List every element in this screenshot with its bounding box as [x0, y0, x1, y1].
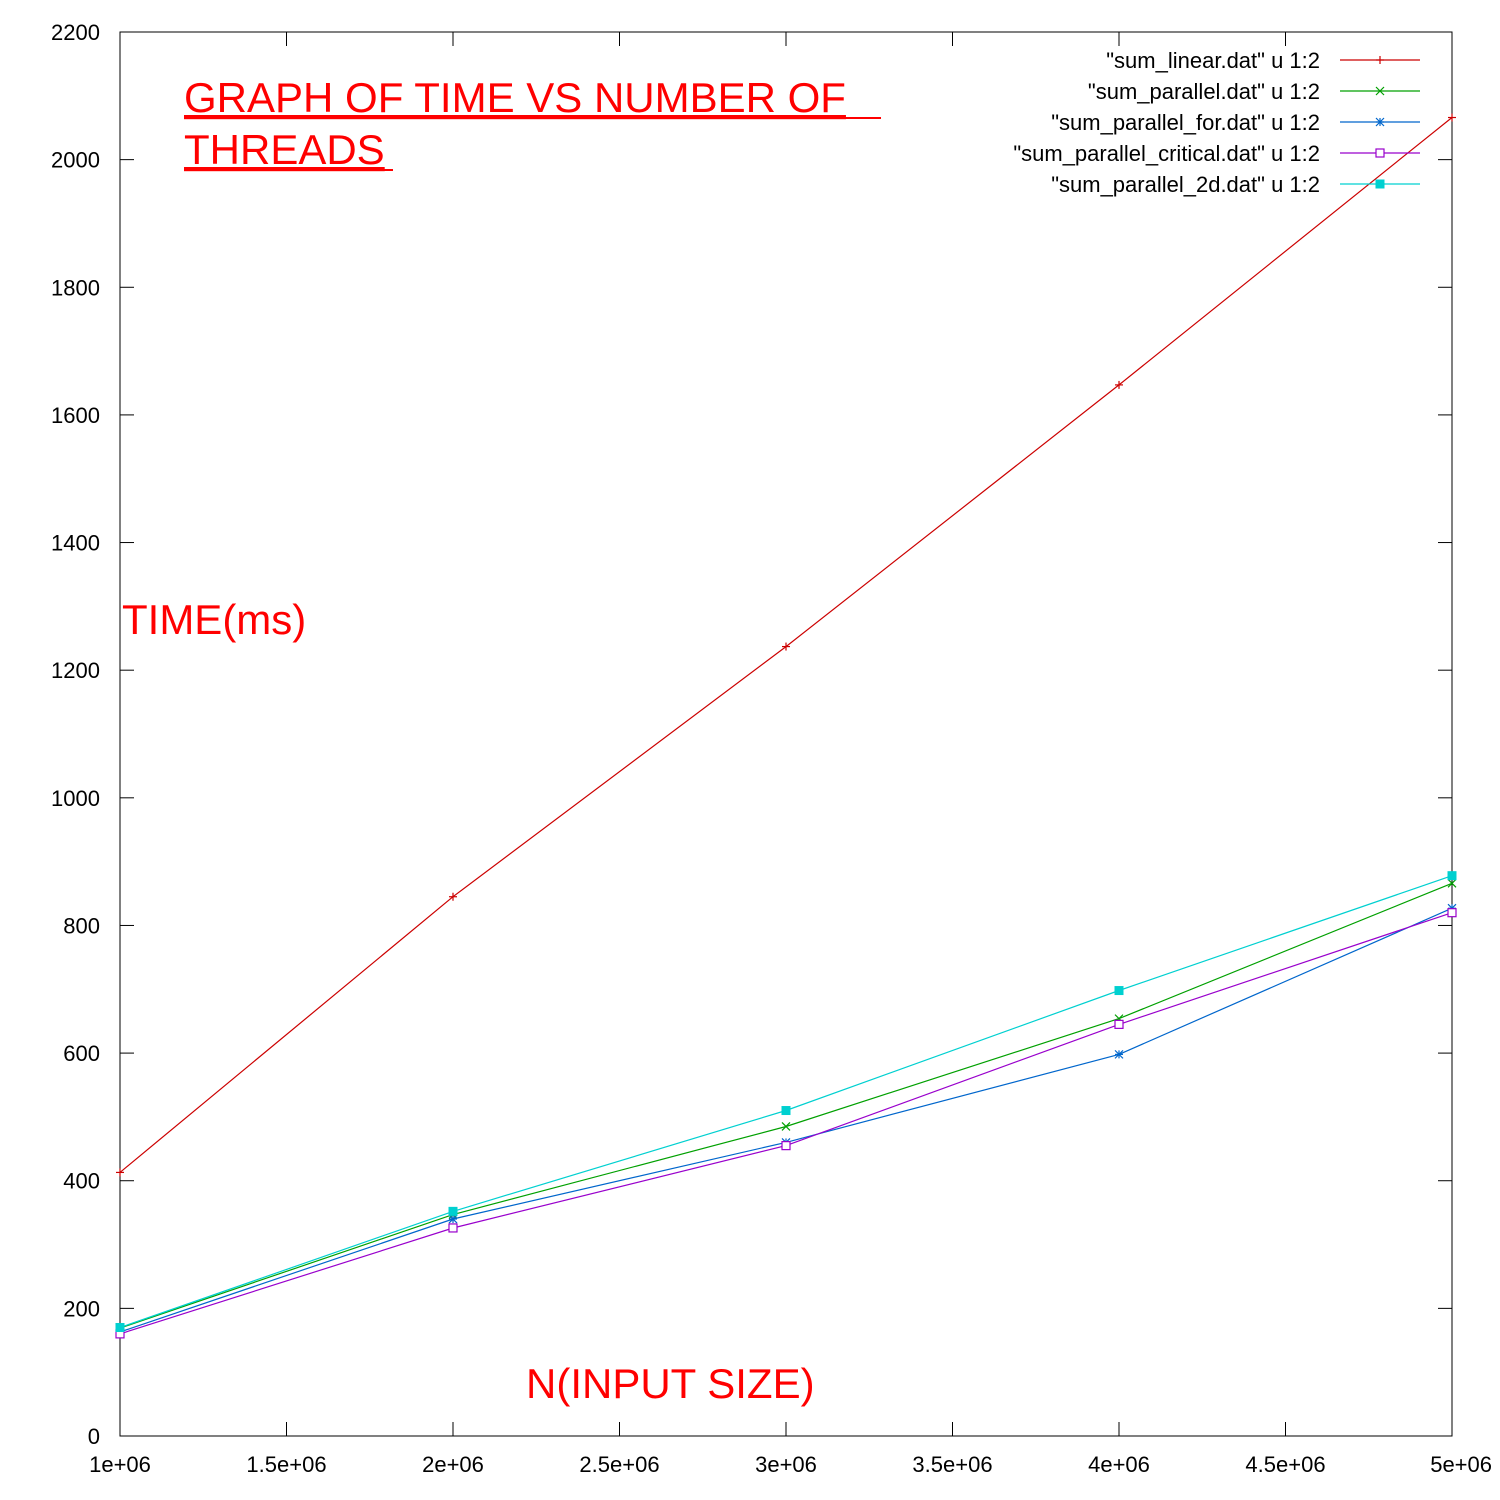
- series-line: [119, 912, 1453, 1335]
- marker-square: [1114, 986, 1124, 996]
- data-point-marker: [1375, 148, 1385, 158]
- marker-stroke: [448, 1214, 458, 1224]
- data-point-marker: [1114, 1049, 1124, 1059]
- series-line: [119, 882, 1453, 1329]
- data-point-marker: [781, 1106, 791, 1116]
- y-axis-label: TIME(ms): [122, 596, 306, 643]
- data-point-marker: [116, 1168, 124, 1177]
- series-1: [115, 878, 1457, 1333]
- marker-square: [448, 1223, 458, 1233]
- series-4: [115, 871, 1457, 1333]
- series-layer: [115, 113, 1457, 1339]
- legend-label: "sum_parallel_critical.dat" u 1:2: [1013, 141, 1320, 166]
- data-point-marker: [1115, 380, 1123, 389]
- data-point-marker: [1448, 113, 1456, 122]
- marker-square: [448, 1206, 458, 1216]
- x-tick-label: 2.5e+06: [579, 1452, 659, 1477]
- series-0: [116, 113, 1456, 1177]
- x-tick-label: 3.5e+06: [912, 1452, 992, 1477]
- x-tick-label: 4e+06: [1088, 1452, 1150, 1477]
- y-tick-label: 600: [63, 1041, 100, 1066]
- data-point-marker: [781, 1141, 791, 1151]
- data-point-marker: [781, 1122, 791, 1131]
- y-tick-label: 800: [63, 913, 100, 938]
- series-line: [119, 907, 1453, 1333]
- marker-square: [1375, 148, 1385, 158]
- chart-title-line-2: THREADS: [184, 126, 385, 173]
- x-tick-label: 5e+06: [1430, 1452, 1492, 1477]
- marker-square: [1375, 179, 1385, 189]
- marker-stroke: [1375, 117, 1385, 127]
- data-point-marker: [1376, 56, 1384, 64]
- y-tick-label: 1200: [51, 658, 100, 683]
- y-tick-label: 1600: [51, 403, 100, 428]
- x-tick-label: 1e+06: [89, 1452, 151, 1477]
- x-axis-label: N(INPUT SIZE): [526, 1360, 815, 1407]
- x-tick-label: 4.5e+06: [1245, 1452, 1325, 1477]
- y-tick-label: 0: [88, 1424, 100, 1449]
- data-point-marker: [1375, 179, 1385, 189]
- data-point-marker: [115, 1323, 125, 1333]
- y-tick-label: 2000: [51, 148, 100, 173]
- data-point-marker: [782, 642, 790, 651]
- chart-title-line-1: GRAPH OF TIME VS NUMBER OF: [184, 74, 846, 121]
- marker-square: [1114, 1019, 1124, 1029]
- data-point-marker: [1447, 871, 1457, 881]
- marker-square: [1447, 908, 1457, 918]
- legend-label: "sum_parallel_2d.dat" u 1:2: [1051, 172, 1320, 197]
- y-tick-label: 400: [63, 1169, 100, 1194]
- data-point-marker: [1114, 986, 1124, 996]
- y-tick-label: 1400: [51, 531, 100, 556]
- y-tick-label: 2200: [51, 20, 100, 45]
- marker-square: [115, 1323, 125, 1333]
- plot-frame: [119, 31, 1453, 1437]
- marker-square: [781, 1141, 791, 1151]
- marker-square: [1447, 871, 1457, 881]
- legend-label: "sum_linear.dat" u 1:2: [1106, 48, 1320, 73]
- marker-square: [781, 1106, 791, 1116]
- y-tick-label: 1800: [51, 275, 100, 300]
- x-tick-label: 2e+06: [422, 1452, 484, 1477]
- legend: "sum_linear.dat" u 1:2 "sum_parallel.dat"…: [1013, 48, 1420, 197]
- data-point-marker: [1114, 1019, 1124, 1029]
- data-point-marker: [448, 1214, 458, 1224]
- data-point-marker: [1447, 878, 1457, 888]
- data-point-marker: [1375, 117, 1385, 127]
- y-tick-label: 1000: [51, 786, 100, 811]
- marker-stroke: [1375, 86, 1385, 96]
- x-tick-label: 3e+06: [755, 1452, 817, 1477]
- legend-label: "sum_parallel_for.dat" u 1:2: [1051, 110, 1320, 135]
- marker-stroke: [1114, 1049, 1124, 1059]
- axis-ticks: 0 200 400 600 800 1000 1200 1400 1600 1800 2000 220…: [51, 20, 1492, 1477]
- data-point-marker: [449, 892, 457, 901]
- series-3: [115, 908, 1457, 1339]
- marker-stroke: [781, 1122, 791, 1131]
- legend-label: "sum_parallel.dat" u 1:2: [1088, 79, 1320, 104]
- marker-stroke: [1447, 878, 1457, 888]
- data-point-marker: [448, 1223, 458, 1233]
- legend-item: "sum_parallel.dat" u 1:2: [1088, 79, 1420, 104]
- data-point-marker: [448, 1206, 458, 1216]
- x-tick-label: 1.5e+06: [246, 1452, 326, 1477]
- legend-item: "sum_linear.dat" u 1:2: [1106, 48, 1420, 73]
- data-point-marker: [1375, 86, 1385, 96]
- legend-item: "sum_parallel_for.dat" u 1:2: [1051, 110, 1420, 135]
- data-point-marker: [1447, 908, 1457, 918]
- y-tick-label: 200: [63, 1296, 100, 1321]
- legend-item: "sum_parallel_critical.dat" u 1:2: [1013, 141, 1420, 166]
- legend-item: "sum_parallel_2d.dat" u 1:2: [1051, 172, 1420, 197]
